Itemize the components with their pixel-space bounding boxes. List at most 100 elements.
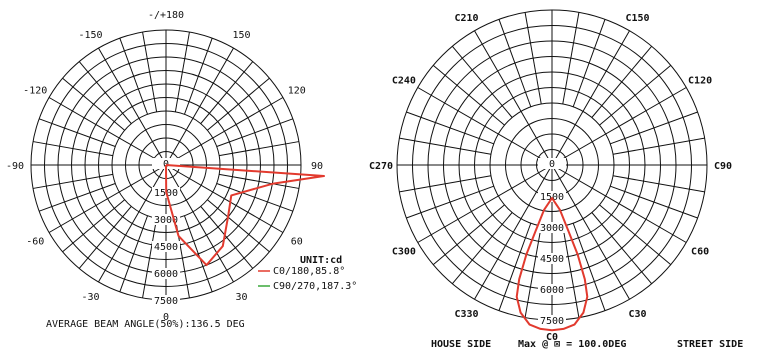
angle-label: C210 (454, 13, 478, 24)
grid-spoke (612, 137, 705, 155)
grid-spoke (498, 223, 532, 311)
grid-spoke (62, 199, 125, 253)
grid-spoke (572, 19, 606, 107)
radial-tick-label: 7500 (540, 316, 564, 327)
grid-spoke (498, 19, 532, 107)
grid-spoke (474, 164, 553, 300)
angle-label: C30 (628, 309, 646, 320)
radial-tick-label: 0 (549, 159, 555, 170)
grid-spoke (119, 37, 149, 115)
grid-spoke (62, 77, 125, 131)
tick-bg (538, 158, 566, 169)
tick-bg (152, 214, 180, 225)
grid-spoke (562, 225, 580, 318)
grid-spoke (48, 97, 167, 166)
grid-spoke (219, 173, 300, 189)
grid-spoke (524, 12, 542, 105)
tick-bg (538, 284, 566, 295)
series-line-0 (515, 197, 589, 332)
angle-label: C330 (454, 309, 478, 320)
grid-spoke (32, 173, 113, 189)
angle-label: C90 (714, 161, 732, 172)
grid-spoke (38, 118, 116, 148)
unit-label: UNIT:cd (300, 255, 342, 266)
grid-spoke (200, 206, 254, 269)
grid-spoke (165, 164, 284, 233)
grid-spoke (98, 164, 167, 283)
grid-spoke (216, 182, 294, 212)
radial-tick-label: 7500 (154, 296, 178, 307)
tick-bg (152, 158, 180, 169)
grid-spoke (591, 212, 653, 285)
grid-spoke (551, 30, 630, 166)
tick-bg (538, 315, 566, 326)
grid-spoke (200, 61, 254, 124)
grid-spoke (48, 164, 167, 233)
angle-label: -60 (26, 237, 44, 248)
grid-spoke (78, 206, 132, 269)
grid-spoke (474, 30, 553, 166)
grid-spoke (524, 225, 542, 318)
angle-label: C270 (369, 161, 393, 172)
grid-spoke (599, 64, 672, 126)
angle-label: 30 (235, 292, 247, 303)
grid-spoke (165, 47, 234, 166)
radial-tick-label: 6000 (540, 285, 564, 296)
grid-spoke (32, 141, 113, 157)
street-side-label: STREET SIDE (677, 339, 743, 350)
grid-spoke (610, 111, 698, 145)
grid-spoke (207, 77, 270, 131)
angle-label: -/+180 (148, 10, 184, 21)
tick-bg (152, 295, 180, 306)
grid-spoke (451, 212, 513, 285)
grid-spoke (599, 204, 672, 266)
grid-spoke (417, 164, 553, 243)
grid-spoke (165, 97, 284, 166)
house-side-label: HOUSE SIDE (431, 339, 491, 350)
angle-label: 90 (311, 161, 323, 172)
angle-label: C60 (691, 247, 709, 258)
angle-label: C0 (546, 332, 558, 343)
tick-bg (538, 222, 566, 233)
grid-spoke (610, 185, 698, 219)
grid-spoke (119, 215, 149, 293)
angle-label: C240 (392, 76, 416, 87)
grid-spoke (432, 204, 505, 266)
grid-spoke (399, 175, 492, 193)
grid-spoke (406, 111, 494, 145)
grid-spoke (432, 64, 505, 126)
grid-spoke (216, 118, 294, 148)
grid-spoke (551, 87, 687, 166)
grid-spoke (174, 31, 190, 112)
grid-spoke (78, 61, 132, 124)
grid-spoke (572, 223, 606, 311)
radial-tick-label: 4500 (154, 242, 178, 253)
grid-spoke (142, 218, 158, 299)
grid-spoke (183, 37, 213, 115)
grid-spoke (417, 87, 553, 166)
series-right (515, 197, 589, 332)
grid-spoke (165, 164, 234, 283)
radial-tick-label: 6000 (154, 269, 178, 280)
tick-bg (538, 191, 566, 202)
angle-label: -90 (6, 161, 24, 172)
angle-label: C150 (625, 13, 649, 24)
grid-spoke (562, 12, 580, 105)
radial-tick-label: 3000 (154, 215, 178, 226)
tick-bg (152, 268, 180, 279)
series-left (165, 164, 325, 267)
angle-labels-right: C180 C150 C120 C90 C60 C30 C0 C330 C300 C270 C240 C… (369, 0, 732, 343)
angle-label: -30 (81, 292, 99, 303)
angle-labels-left: -/+180 150 120 90 60 30 0 -30 -60 -90 -120 -150 (6, 10, 323, 323)
tick-bg (538, 253, 566, 264)
grid-spoke (591, 45, 653, 118)
grid-spoke (551, 164, 687, 243)
angle-label: C300 (392, 247, 416, 258)
grid-spoke (38, 182, 116, 212)
grid-spoke (551, 164, 630, 300)
grid-spoke (207, 199, 270, 253)
radial-tick-label: 3000 (540, 223, 564, 234)
